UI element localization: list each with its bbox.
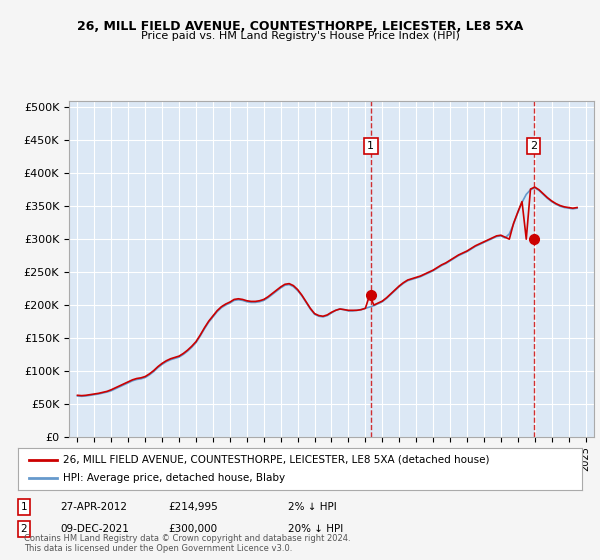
- Text: 20% ↓ HPI: 20% ↓ HPI: [288, 524, 343, 534]
- Text: £300,000: £300,000: [168, 524, 217, 534]
- Text: 09-DEC-2021: 09-DEC-2021: [60, 524, 129, 534]
- Text: Price paid vs. HM Land Registry's House Price Index (HPI): Price paid vs. HM Land Registry's House …: [140, 31, 460, 41]
- Text: 2% ↓ HPI: 2% ↓ HPI: [288, 502, 337, 512]
- Text: 2: 2: [20, 524, 28, 534]
- Text: Contains HM Land Registry data © Crown copyright and database right 2024.
This d: Contains HM Land Registry data © Crown c…: [24, 534, 350, 553]
- Text: 27-APR-2012: 27-APR-2012: [60, 502, 127, 512]
- Text: HPI: Average price, detached house, Blaby: HPI: Average price, detached house, Blab…: [63, 473, 285, 483]
- Text: 2: 2: [530, 141, 537, 151]
- Text: 26, MILL FIELD AVENUE, COUNTESTHORPE, LEICESTER, LE8 5XA (detached house): 26, MILL FIELD AVENUE, COUNTESTHORPE, LE…: [63, 455, 490, 465]
- Text: 1: 1: [20, 502, 28, 512]
- Text: 26, MILL FIELD AVENUE, COUNTESTHORPE, LEICESTER, LE8 5XA: 26, MILL FIELD AVENUE, COUNTESTHORPE, LE…: [77, 20, 523, 32]
- Text: 1: 1: [367, 141, 374, 151]
- Text: £214,995: £214,995: [168, 502, 218, 512]
